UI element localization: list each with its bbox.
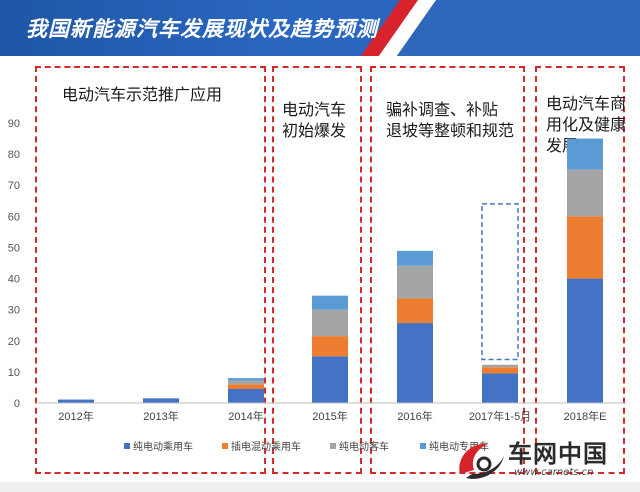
phase-label-2: 电动汽车 初始爆发 bbox=[282, 78, 346, 141]
bar-segment-3-6 bbox=[567, 138, 603, 170]
bar-segment-2-2 bbox=[228, 380, 264, 385]
bar-segment-2-6 bbox=[567, 169, 603, 217]
y-tick-label: 40 bbox=[8, 274, 20, 286]
bar-segment-2-4 bbox=[397, 265, 433, 299]
bar-segment-0-6 bbox=[567, 278, 603, 403]
y-tick-label: 60 bbox=[8, 211, 20, 223]
legend-label-1: 插电混动乘用车 bbox=[231, 440, 301, 453]
phase-label-1: 电动汽车示范推广应用 bbox=[62, 84, 222, 105]
bar-segment-0-5 bbox=[482, 373, 518, 403]
bar-segment-0-2 bbox=[228, 389, 264, 403]
bar-segment-1-4 bbox=[397, 298, 433, 324]
bar-segment-1-2 bbox=[228, 384, 264, 389]
bar-segment-2-3 bbox=[312, 309, 348, 337]
y-tick-label: 80 bbox=[8, 149, 20, 161]
phase-label-2-text: 电动汽车 初始爆发 bbox=[282, 100, 347, 140]
x-tick-label: 2014年 bbox=[228, 409, 263, 423]
x-tick-label: 2013年 bbox=[143, 409, 178, 423]
y-tick-label: 20 bbox=[8, 336, 20, 348]
y-tick-label: 30 bbox=[8, 305, 20, 317]
bar-segment-0-0 bbox=[58, 399, 94, 403]
legend-label-0: 纯电动乘用车 bbox=[133, 440, 193, 453]
legend-swatch-0 bbox=[124, 443, 130, 449]
y-tick-label: 70 bbox=[8, 180, 20, 192]
bar-segment-0-1 bbox=[143, 398, 179, 403]
phase-label-3: 骗补调查、补贴 退坡等整顿和规范 bbox=[386, 78, 514, 141]
x-tick-label: 2015年 bbox=[312, 409, 347, 423]
y-axis: 0 10 20 30 40 50 60 70 80 90 bbox=[8, 118, 20, 410]
carnets-logo-icon bbox=[459, 443, 504, 479]
bars bbox=[58, 138, 603, 403]
header-banner: 我国新能源汽车发展现状及趋势预测 bbox=[0, 0, 640, 56]
bar-segment-3-2 bbox=[228, 378, 264, 381]
page-title: 我国新能源汽车发展现状及趋势预测 bbox=[26, 17, 378, 41]
bar-segment-3-3 bbox=[312, 295, 348, 310]
forecast-dashed-box bbox=[481, 203, 519, 361]
phase-label-1-text: 电动汽车示范推广应用 bbox=[62, 85, 223, 104]
y-tick-label: 90 bbox=[8, 118, 20, 130]
x-tick-label: 2016年 bbox=[397, 409, 432, 423]
x-tick-label: 2017年1-5月 bbox=[469, 409, 531, 423]
bar-segment-0-4 bbox=[397, 323, 433, 403]
x-tick-label: 2012年 bbox=[58, 409, 93, 423]
bar-segment-1-6 bbox=[567, 216, 603, 279]
bar-segment-0-3 bbox=[312, 356, 348, 403]
bottom-strip bbox=[0, 482, 640, 492]
y-tick-label: 50 bbox=[8, 242, 20, 254]
phase-box-1 bbox=[35, 66, 266, 474]
y-tick-label: 0 bbox=[14, 398, 20, 410]
carnets-logo-text: 车网中国 bbox=[508, 440, 608, 468]
legend: 纯电动乘用车 插电混动乘用车 纯电动客车 纯电动专用车 bbox=[124, 440, 489, 453]
phase-box-2 bbox=[272, 66, 362, 474]
phase-label-3-text: 骗补调查、补贴 退坡等整顿和规范 bbox=[386, 100, 515, 140]
legend-swatch-1 bbox=[222, 443, 228, 449]
x-axis: 2012年 2013年 2014年 2015年 2016年 2017年1-5月 2018年E bbox=[36, 402, 626, 423]
y-tick-label: 10 bbox=[8, 367, 20, 379]
bar-segment-1-5 bbox=[482, 367, 518, 374]
bar-segment-1-3 bbox=[312, 336, 348, 357]
legend-label-2: 纯电动客车 bbox=[339, 440, 389, 453]
legend-swatch-3 bbox=[420, 443, 426, 449]
phase-box-3 bbox=[370, 66, 525, 474]
carnets-logo-url: www.carnets.cn bbox=[514, 467, 594, 478]
forecast-box-group bbox=[481, 203, 519, 361]
bar-segment-3-4 bbox=[397, 250, 433, 266]
phase-box-4 bbox=[535, 66, 625, 474]
carnets-logo: 车网中国 www.carnets.cn bbox=[452, 432, 636, 488]
x-tick-label: 2018年E bbox=[564, 409, 607, 423]
legend-swatch-2 bbox=[330, 443, 336, 449]
bar-segment-2-5 bbox=[482, 364, 518, 368]
